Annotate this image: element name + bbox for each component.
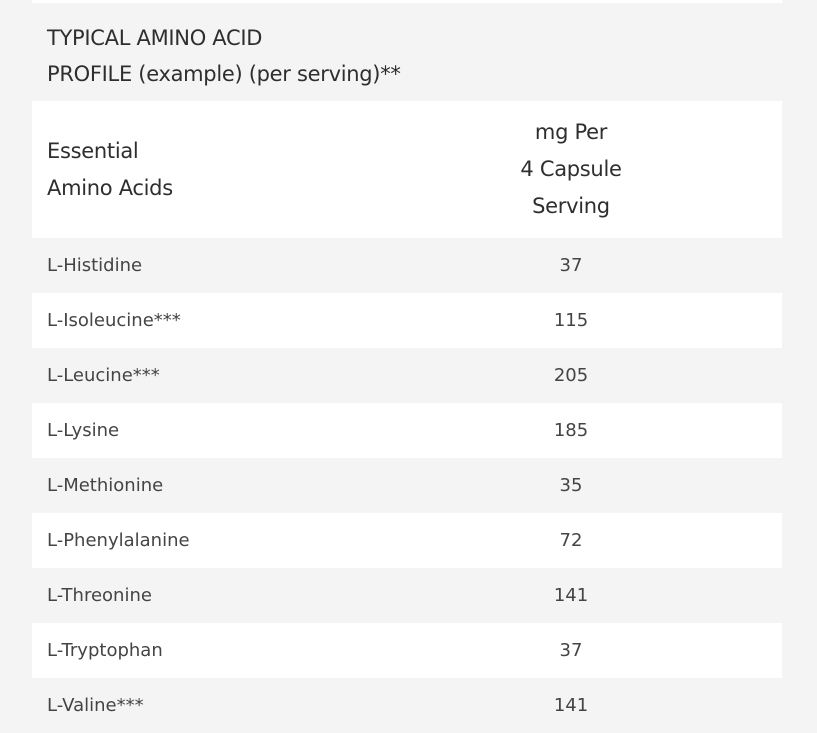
section-title: TYPICAL AMINO ACID PROFILE (example) (pe… [47,20,767,92]
header-text: 4 Capsule [520,157,622,181]
amino-acid-name: L-Lysine [47,420,120,441]
amino-acid-name: L-Histidine [47,255,143,276]
title-line-2: PROFILE (example) (per serving)** [47,62,401,86]
amino-acid-name: L-Tryptophan [47,640,163,661]
amino-acid-name: L-Isoleucine*** [47,310,181,331]
amino-acid-name: L-Leucine*** [47,365,160,386]
title-line-1: TYPICAL AMINO ACID [47,26,263,50]
table-row: L-Lysine 185 [32,403,782,458]
table-row: L-Methionine 35 [32,458,782,513]
amino-acid-name: L-Phenylalanine [47,530,190,551]
amino-acid-mg: 35 [559,475,583,496]
amino-acid-mg: 72 [559,530,583,551]
amino-acid-table: Essential Amino Acids mg Per 4 Capsule S… [32,101,782,733]
table-row: L-Leucine*** 205 [32,348,782,403]
amino-acid-mg: 205 [553,365,589,386]
table-row: L-Histidine 37 [32,238,782,293]
table-row: L-Isoleucine*** 115 [32,293,782,348]
amino-acid-mg: 37 [559,255,583,276]
divider [32,0,782,3]
table-header-row: Essential Amino Acids mg Per 4 Capsule S… [32,101,782,238]
table-row: L-Phenylalanine 72 [32,513,782,568]
amino-acid-name: L-Methionine [47,475,164,496]
header-essential-amino-acids: Essential Amino Acids [32,101,471,238]
amino-acid-mg: 141 [553,585,589,606]
amino-acid-mg: 185 [553,420,589,441]
header-text: Amino Acids [47,175,173,200]
table-row: L-Threonine 141 [32,568,782,623]
header-text: mg Per [534,120,608,144]
amino-acid-name: L-Threonine [47,585,152,606]
table-row: L-Tryptophan 37 [32,623,782,678]
amino-acid-mg: 115 [553,310,589,331]
header-text: Serving [532,194,610,218]
amino-acid-name: L-Valine*** [47,695,144,716]
table-row: L-Valine*** 141 [32,678,782,733]
header-mg-per-serving: mg Per 4 Capsule Serving [471,101,782,238]
header-text: Essential [47,138,139,163]
amino-acid-mg: 141 [553,695,589,716]
amino-acid-mg: 37 [559,640,583,661]
